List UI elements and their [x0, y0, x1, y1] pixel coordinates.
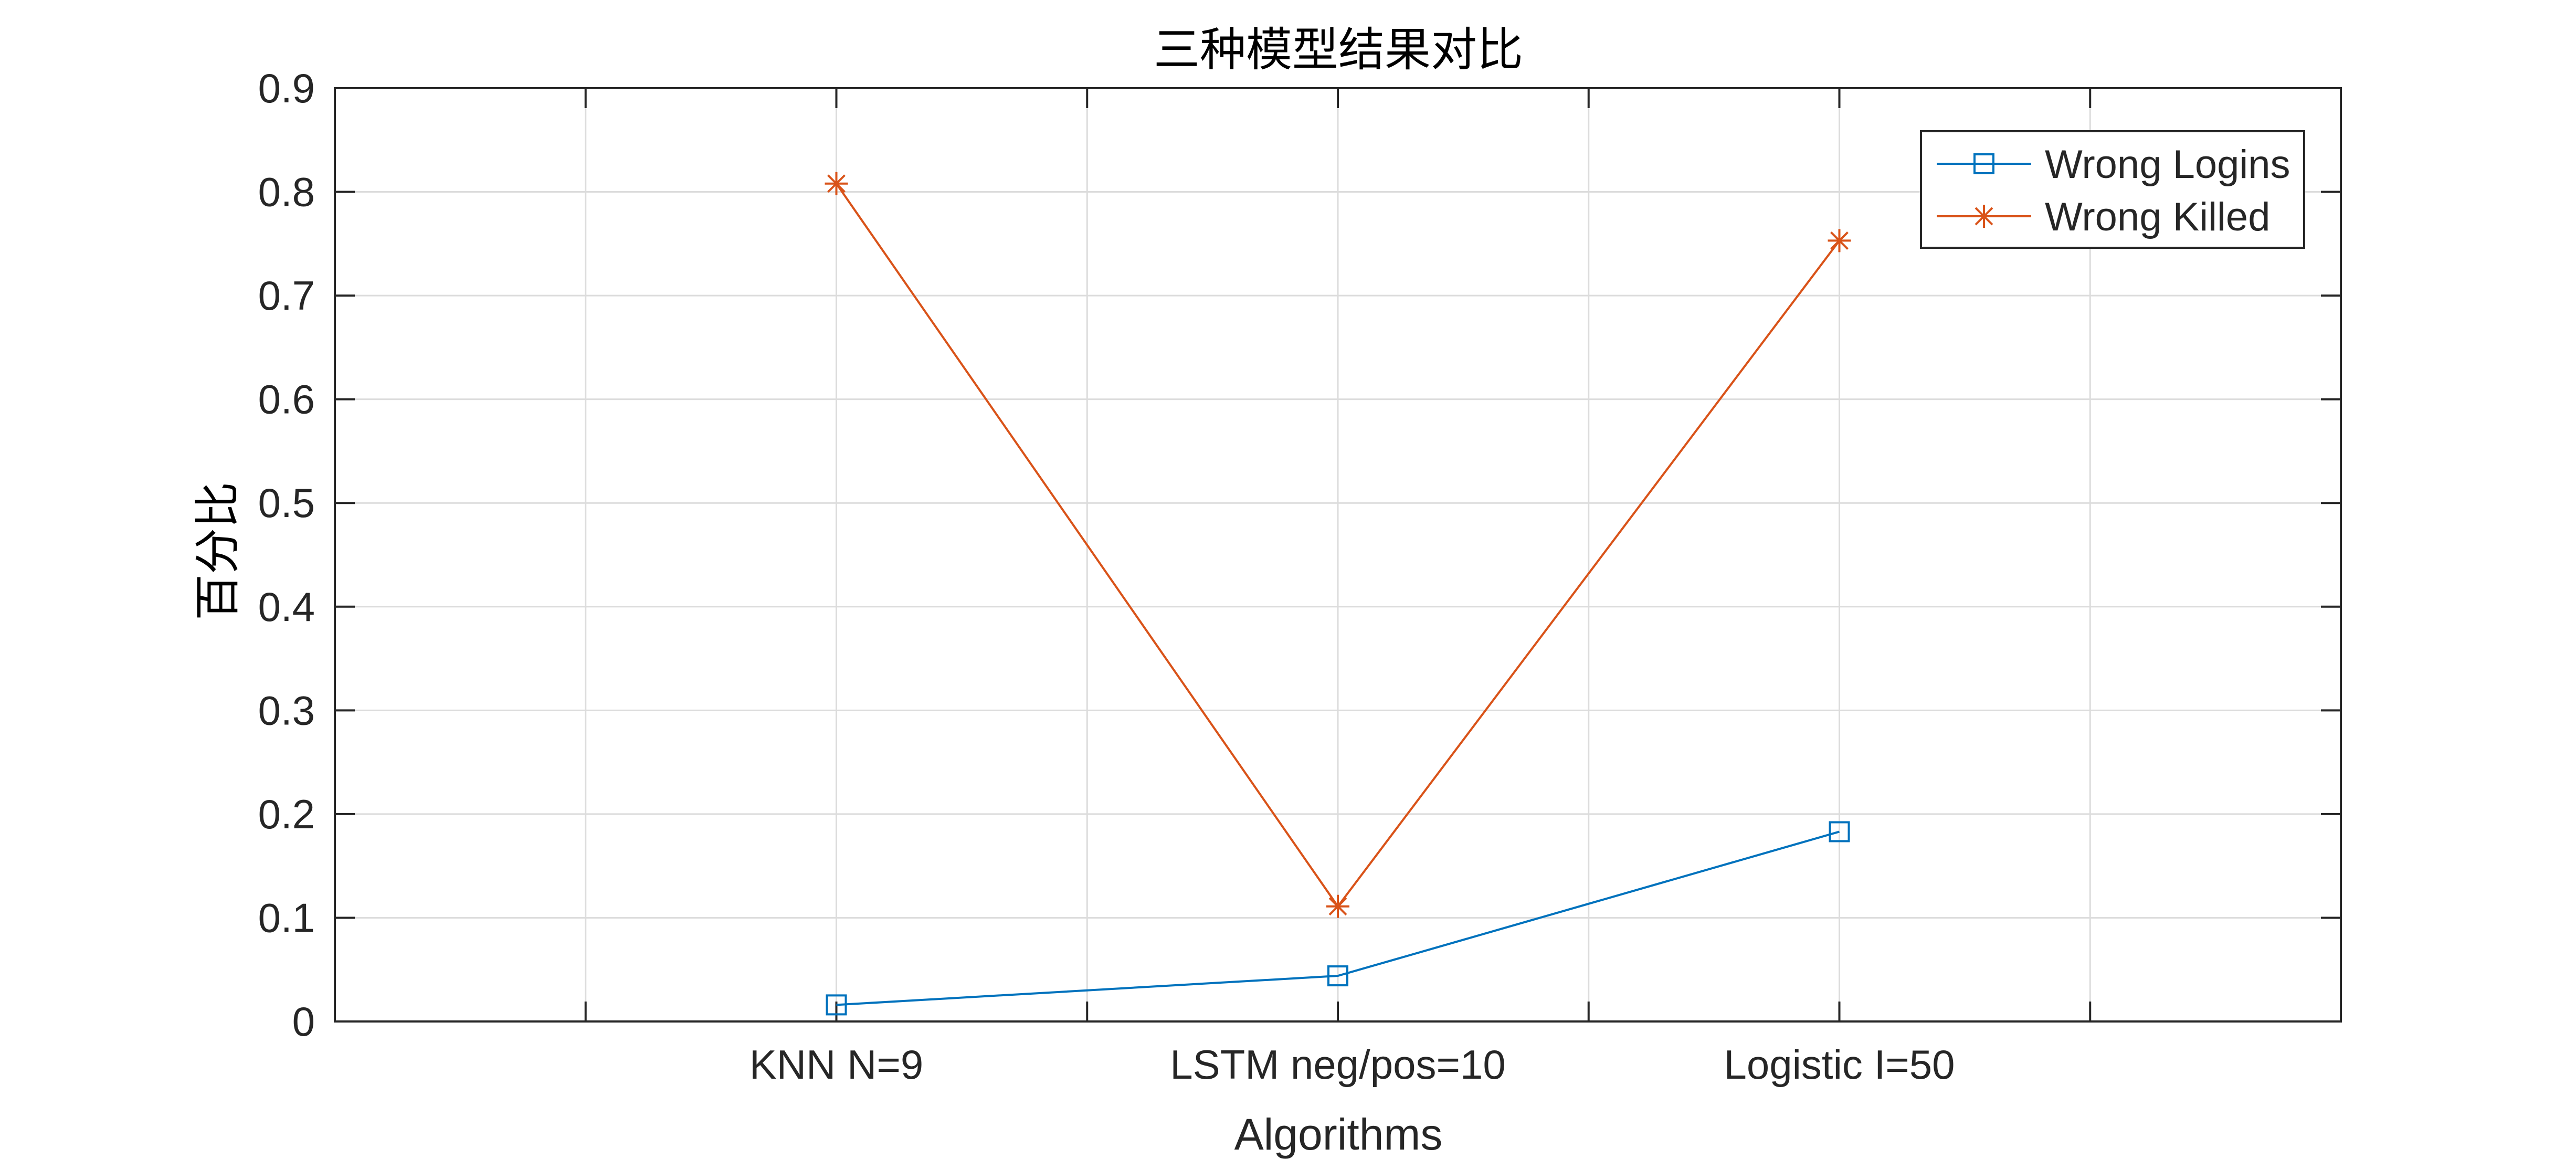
y-tick-label: 0.3: [258, 687, 315, 733]
y-tick-label: 0.7: [258, 272, 315, 319]
chart-title: 三种模型结果对比: [1154, 23, 1523, 77]
y-tick-label: 0.2: [258, 791, 315, 837]
y-tick-label: 0: [292, 998, 315, 1045]
y-tick-label: 0.5: [258, 480, 315, 526]
y-tick-label: 0.1: [258, 894, 315, 941]
series-2: [825, 172, 1851, 918]
data-point-asterisk: [1326, 894, 1349, 918]
series-line: [836, 830, 1840, 1006]
data-point-square: [1829, 821, 1850, 842]
legend-marker-square: [1973, 153, 1994, 174]
x-axis-label: Algorithms: [1234, 1110, 1443, 1159]
legend-marker-asterisk: [1972, 205, 1996, 228]
data-point-asterisk: [1828, 229, 1851, 252]
legend-entry: Wrong Killed: [1937, 195, 2270, 239]
plot-area-frame: [334, 87, 2342, 1023]
y-tick-label: 0.6: [258, 376, 315, 423]
y-axis-label: 百分比: [191, 482, 245, 620]
x-tick-label: LSTM neg/pos=10: [1170, 1041, 1506, 1088]
series-1: [826, 821, 1850, 1016]
legend-box: [1920, 130, 2305, 249]
data-point-square: [826, 994, 847, 1016]
legend: Wrong Logins Wrong Killed: [1920, 130, 2305, 249]
y-tick-label: 0.8: [258, 169, 315, 215]
tick-layer: KNN N=9 LSTM neg/pos=10 Logistic I=50 0 0.1 0…: [258, 65, 2341, 1088]
x-tick-label: KNN N=9: [749, 1041, 924, 1088]
x-tick-label: Logistic I=50: [1724, 1041, 1955, 1088]
data-point-square: [1327, 965, 1348, 987]
y-tick-label: 0.4: [258, 584, 315, 630]
y-tick-label: 0.9: [258, 65, 315, 111]
legend-entry: Wrong Logins: [1937, 142, 2290, 187]
legend-label: Wrong Killed: [2045, 195, 2270, 239]
legend-label: Wrong Logins: [2045, 142, 2290, 187]
data-point-asterisk: [825, 172, 848, 195]
series-layer: [825, 172, 1851, 1016]
